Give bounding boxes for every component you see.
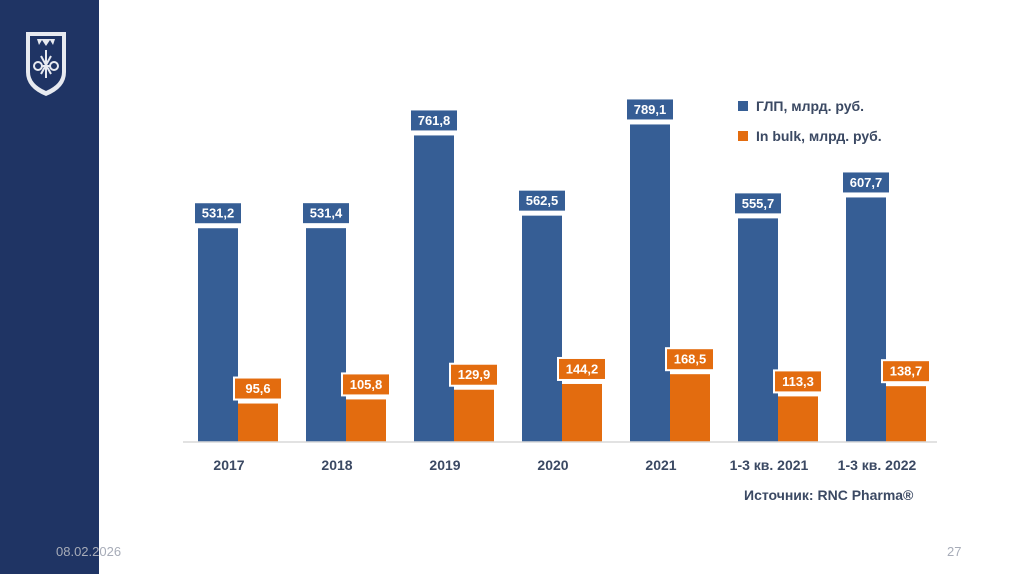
data-label-bulk-4: 168,5 — [674, 352, 707, 367]
data-labels-layer: 531,2 95,6 531,4 105,8 761,8 129,9 562,5 144,2 7… — [193, 97, 931, 401]
data-label-glp-1: 531,4 — [310, 206, 343, 221]
data-label-bulk-3: 144,2 — [566, 361, 599, 376]
data-label-bulk-6: 138,7 — [890, 364, 923, 379]
data-label-box-glp-2 — [409, 108, 459, 133]
data-label-box-glp-0 — [193, 201, 243, 226]
emblem-logo — [26, 32, 66, 96]
data-label-box-glp-1 — [301, 201, 351, 226]
bar-glp-2 — [414, 135, 454, 442]
data-label-box-glp-5 — [733, 191, 783, 216]
bar-bulk-5 — [778, 396, 818, 442]
bar-glp-6 — [846, 197, 886, 442]
bar-glp-1 — [306, 228, 346, 442]
data-label-box-bulk-5 — [773, 369, 823, 394]
legend: ГЛП, млрд. руб. In bulk, млрд. руб. — [738, 98, 882, 144]
data-label-box-glp-6 — [841, 170, 891, 195]
data-label-bulk-0: 95,6 — [245, 381, 270, 396]
data-label-box-glp-4 — [625, 97, 675, 122]
data-label-box-bulk-6 — [881, 359, 931, 384]
data-label-box-bulk-1 — [341, 372, 391, 397]
bar-bulk-1 — [346, 399, 386, 442]
x-tick-labels: 2017 2018 2019 2020 2021 1-3 кв. 2021 1-3 кв. … — [213, 457, 916, 473]
bar-glp-0 — [198, 228, 238, 442]
source-note: Источник: RNC Pharma® — [744, 487, 914, 503]
data-label-box-bulk-0 — [233, 376, 283, 401]
bar-bulk-0 — [238, 403, 278, 442]
data-label-box-bulk-4 — [665, 347, 715, 372]
x-tick-label-2: 2019 — [429, 457, 460, 473]
legend-label-bulk: In bulk, млрд. руб. — [756, 128, 882, 144]
data-label-glp-0: 531,2 — [202, 206, 235, 221]
data-label-bulk-2: 129,9 — [458, 367, 491, 382]
bar-glp-5 — [738, 218, 778, 442]
legend-swatch-glp — [738, 101, 748, 111]
data-label-box-bulk-3 — [557, 356, 607, 381]
x-tick-label-6: 1-3 кв. 2022 — [838, 457, 917, 473]
data-label-glp-6: 607,7 — [850, 175, 883, 190]
x-tick-label-3: 2020 — [537, 457, 568, 473]
data-label-bulk-1: 105,8 — [350, 377, 383, 392]
x-tick-label-4: 2021 — [645, 457, 676, 473]
data-label-box-bulk-2 — [449, 362, 499, 387]
bar-bulk-6 — [886, 386, 926, 442]
legend-label-glp: ГЛП, млрд. руб. — [756, 98, 864, 114]
x-tick-label-1: 2018 — [321, 457, 352, 473]
slide-date: 08.02.2026 — [56, 544, 122, 559]
bar-bulk-3 — [562, 383, 602, 442]
bar-bulk-2 — [454, 389, 494, 442]
data-label-glp-3: 562,5 — [526, 193, 559, 208]
data-label-glp-2: 761,8 — [418, 113, 451, 128]
x-tick-label-0: 2017 — [213, 457, 244, 473]
page-number: 27 — [947, 544, 962, 559]
bar-glp-4 — [630, 124, 670, 442]
bar-glp-3 — [522, 215, 562, 442]
x-tick-label-5: 1-3 кв. 2021 — [730, 457, 809, 473]
sidebar-panel — [0, 0, 99, 574]
data-label-glp-4: 789,1 — [634, 102, 667, 117]
data-label-glp-5: 555,7 — [742, 196, 775, 211]
bar-bulk-4 — [670, 374, 710, 442]
data-label-bulk-5: 113,3 — [782, 374, 814, 389]
data-label-box-glp-3 — [517, 188, 567, 213]
legend-swatch-bulk — [738, 131, 748, 141]
bars-layer — [198, 124, 926, 442]
